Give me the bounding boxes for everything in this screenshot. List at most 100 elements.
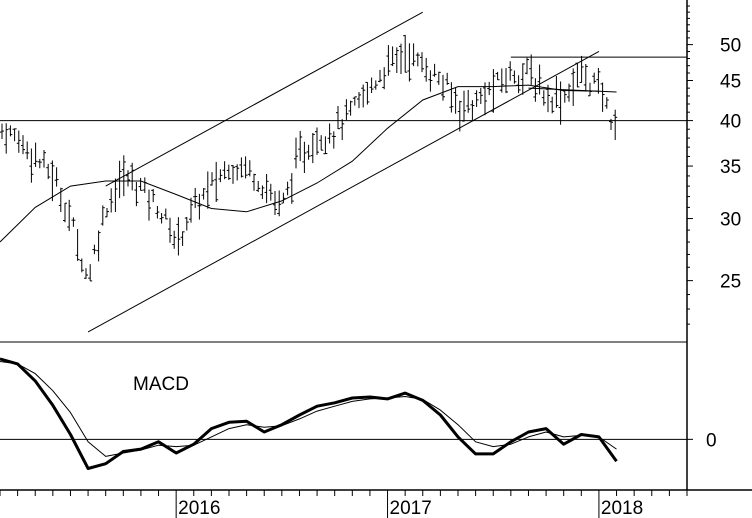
price-bar — [155, 205, 160, 219]
price-bar — [0, 123, 4, 139]
price-bar — [499, 68, 504, 93]
resistance-line — [528, 87, 617, 93]
price-bar — [604, 97, 609, 109]
price-bar — [222, 161, 227, 180]
price-bar — [180, 231, 185, 246]
price-bar — [226, 164, 231, 181]
price-bar — [352, 96, 357, 106]
price-bar — [579, 55, 584, 83]
price-bar — [197, 193, 202, 220]
price-bar — [285, 181, 290, 196]
x-tick-label: 2018 — [601, 498, 643, 518]
price-bar — [277, 190, 282, 217]
price-bar — [151, 189, 156, 203]
price-bar — [306, 144, 311, 160]
price-bar — [75, 229, 80, 261]
price-bar — [428, 70, 433, 92]
price-bar — [508, 61, 513, 81]
price-bar — [483, 82, 487, 116]
price-bar — [504, 67, 508, 94]
price-bar — [88, 264, 93, 282]
price-bar — [29, 148, 34, 183]
price-bar — [336, 106, 340, 130]
price-bar — [121, 155, 126, 197]
x-tick-label: 2017 — [390, 498, 432, 518]
price-bar — [239, 157, 244, 178]
price-bar — [348, 100, 353, 116]
price-bar — [37, 158, 42, 169]
price-bar — [92, 244, 97, 255]
price-bar — [294, 137, 298, 169]
price-bar — [394, 47, 399, 74]
price-bar — [495, 71, 500, 81]
price-bar — [457, 100, 462, 132]
price-bar — [516, 75, 521, 94]
price-bar — [189, 197, 193, 223]
price-bar — [575, 62, 580, 88]
price-bar — [432, 63, 437, 77]
price-bar — [113, 178, 118, 213]
price-bar — [163, 208, 168, 220]
price-bar — [424, 58, 429, 82]
price-bar — [588, 82, 592, 97]
price-bar — [218, 169, 223, 183]
price-bar — [378, 69, 382, 83]
price-bar — [214, 161, 219, 202]
price-bar — [407, 43, 412, 82]
macd-line — [0, 357, 618, 470]
price-bar — [184, 216, 189, 231]
price-bar — [138, 177, 143, 191]
price-bar — [365, 81, 370, 105]
price-bar — [247, 160, 252, 177]
price-bar — [436, 71, 441, 85]
price-bar — [600, 82, 605, 112]
price-bar — [126, 170, 130, 187]
price-bar — [100, 205, 105, 226]
price-bar — [21, 135, 25, 155]
price-bar — [176, 217, 181, 256]
price-bar — [529, 54, 534, 85]
price-bar — [79, 258, 84, 273]
price-bar — [315, 127, 319, 155]
price-bar — [252, 173, 256, 191]
y-tick-label: 35 — [720, 157, 741, 178]
price-bar — [554, 76, 559, 108]
channel-lower-line — [87, 51, 600, 333]
price-bar — [168, 217, 172, 243]
y-tick-label: 50 — [720, 36, 741, 57]
price-bar — [491, 69, 496, 113]
moving-average-line — [0, 84, 599, 243]
price-bar — [382, 67, 387, 90]
price-bar — [67, 199, 72, 232]
price-panel — [0, 11, 687, 333]
price-bar — [403, 34, 408, 73]
price-bar — [298, 130, 303, 162]
price-bar — [546, 84, 550, 113]
price-bar — [558, 81, 563, 125]
price-bar — [462, 90, 466, 122]
price-bar — [71, 217, 76, 227]
price-bar — [58, 187, 63, 213]
price-bar — [327, 123, 332, 144]
price-bar — [16, 130, 21, 153]
price-bar — [525, 57, 529, 75]
price-bar — [541, 90, 546, 106]
price-bar — [470, 100, 475, 122]
price-bar — [592, 72, 597, 84]
price-bar — [84, 268, 88, 279]
price-bar — [117, 160, 122, 199]
y-tick-label: 30 — [720, 210, 741, 231]
price-bar — [399, 43, 403, 74]
price-bar — [411, 43, 416, 67]
price-bar — [142, 177, 147, 193]
price-bar — [231, 164, 235, 184]
price-bar — [33, 142, 38, 167]
price-bar — [357, 91, 361, 109]
price-bar — [96, 230, 101, 262]
price-bar — [420, 52, 424, 73]
price-bar — [63, 202, 67, 223]
price-bar — [256, 181, 261, 193]
price-bar — [54, 167, 59, 187]
price-bar — [596, 67, 601, 94]
